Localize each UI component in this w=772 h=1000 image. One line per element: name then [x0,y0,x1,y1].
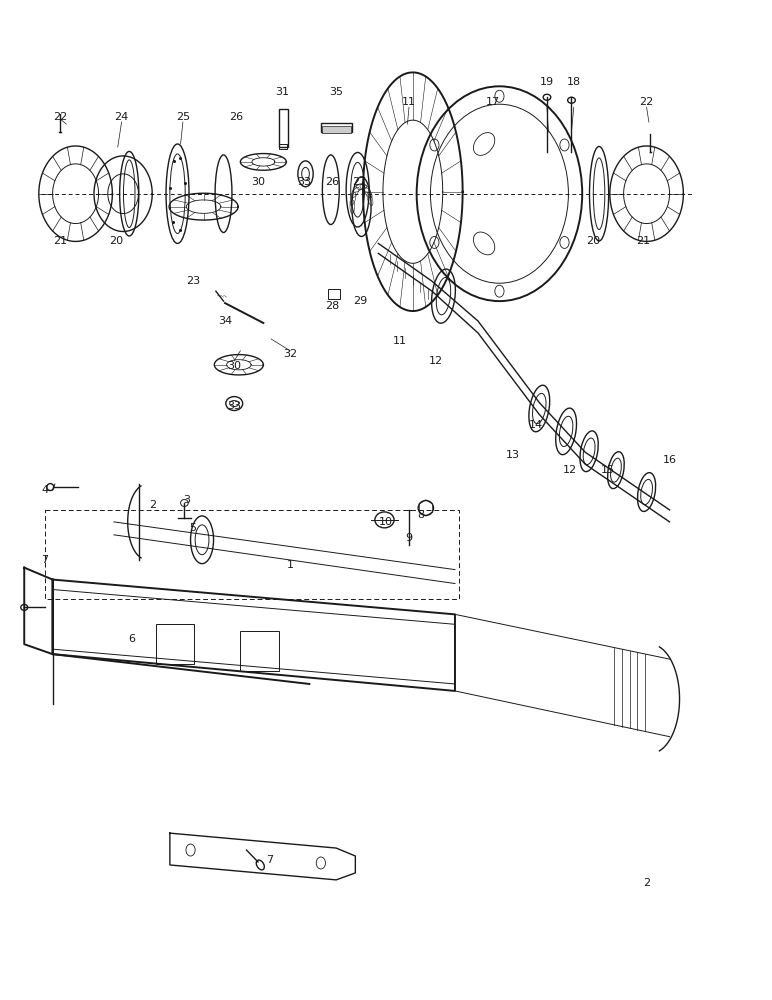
Text: 2: 2 [643,878,650,888]
Bar [328,289,340,299]
Text: 15: 15 [601,465,615,475]
Text: 26: 26 [325,177,340,187]
Text: 12: 12 [428,356,443,366]
Text: 34: 34 [218,316,232,326]
Text: 13: 13 [506,450,520,460]
Text: 7: 7 [42,555,49,565]
Text: 12: 12 [563,465,577,475]
Text: 20: 20 [109,236,124,246]
Bar [156,624,195,664]
Text: 3: 3 [183,495,190,505]
Text: 33: 33 [297,177,311,187]
Text: 33: 33 [227,401,241,411]
Text: 2: 2 [149,500,156,510]
Text: 23: 23 [186,276,200,286]
Text: 32: 32 [283,349,297,359]
Text: 20: 20 [586,236,600,246]
Text: 26: 26 [229,112,244,122]
Text: 28: 28 [325,301,340,311]
Text: 21: 21 [53,236,67,246]
Text: 8: 8 [417,510,424,520]
Bar [322,126,350,133]
Text: 30: 30 [227,361,241,371]
Text: 30: 30 [251,177,265,187]
Text: 7: 7 [266,855,273,865]
Text: 31: 31 [276,87,290,97]
Bar [321,123,351,132]
Text: 11: 11 [402,97,416,107]
Text: 27: 27 [352,177,366,187]
Text: 35: 35 [329,87,344,97]
Text: 18: 18 [567,77,581,87]
Text: 16: 16 [662,455,676,465]
Text: 5: 5 [189,523,196,533]
Text: 21: 21 [635,236,650,246]
Text: 29: 29 [354,296,367,306]
Bar [240,631,279,671]
Text: 19: 19 [540,77,554,87]
Text: 9: 9 [405,533,412,543]
Text: 1: 1 [286,560,293,570]
Text: 6: 6 [128,634,135,644]
Text: 17: 17 [486,97,500,107]
Text: 22: 22 [639,97,654,107]
Text: 25: 25 [176,112,190,122]
Text: 14: 14 [528,420,543,430]
Text: 24: 24 [114,112,129,122]
Text: 11: 11 [393,336,407,346]
Text: 22: 22 [53,112,67,122]
Text: 10: 10 [379,517,393,527]
Bar [279,109,288,147]
Text: 4: 4 [42,485,49,495]
Bar [279,144,287,149]
